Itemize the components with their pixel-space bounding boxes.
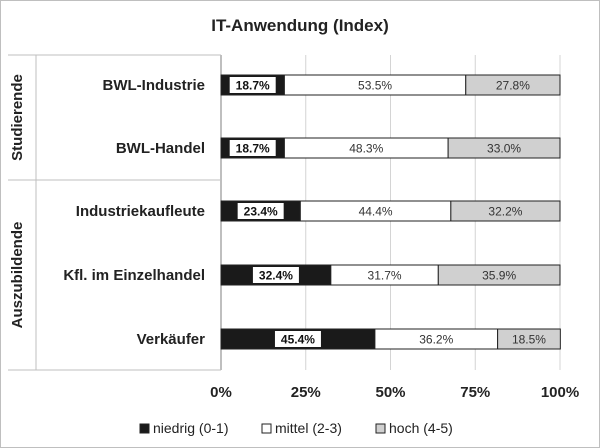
category-label: Industriekaufleute — [76, 203, 205, 220]
data-label: 33.0% — [487, 142, 521, 156]
data-label-box — [274, 331, 321, 347]
data-label: 32.2% — [488, 205, 522, 219]
data-label-box — [229, 140, 276, 156]
x-tick-label: 25% — [291, 384, 321, 401]
data-label: 31.7% — [368, 269, 402, 283]
data-label: 36.2% — [419, 333, 453, 347]
legend-swatch — [375, 423, 386, 434]
data-label: 48.3% — [349, 142, 383, 156]
x-axis: 0% 25% 50% 75% 100% — [210, 384, 579, 401]
bar-segment — [450, 200, 561, 222]
data-label-box — [229, 77, 276, 93]
category-label: Verkäufer — [137, 331, 206, 348]
data-label-box — [237, 203, 284, 219]
data-label: 44.4% — [359, 205, 393, 219]
legend-swatch — [261, 423, 272, 434]
data-label: 18.5% — [512, 333, 546, 347]
data-label: 53.5% — [358, 79, 392, 93]
chart-title: IT-Anwendung (Index) — [211, 16, 389, 35]
bar-segment — [497, 328, 561, 350]
legend: niedrig (0-1) mittel (2-3) hoch (4-5) — [139, 420, 453, 436]
data-label: 35.9% — [482, 269, 516, 283]
legend-label: niedrig (0-1) — [153, 420, 228, 436]
data-label: 18.7% — [236, 79, 270, 93]
category-label: BWL-Handel — [116, 140, 205, 157]
x-tick-label: 100% — [541, 384, 579, 401]
data-label: 45.4% — [281, 333, 315, 347]
group-labels: Studierende Auszubildende — [8, 54, 221, 371]
category-label: Kfl. im Einzelhandel — [63, 267, 205, 284]
group-label: Auszubildende — [9, 222, 26, 329]
data-label: 23.4% — [244, 205, 278, 219]
bar-segment — [447, 137, 561, 159]
data-label: 27.8% — [496, 79, 530, 93]
x-tick-label: 0% — [210, 384, 232, 401]
x-tick-label: 50% — [375, 384, 405, 401]
x-tick-label: 75% — [460, 384, 490, 401]
legend-swatch — [139, 423, 150, 434]
data-label: 32.4% — [259, 269, 293, 283]
legend-label: hoch (4-5) — [389, 420, 453, 436]
bar-segment — [465, 74, 561, 96]
data-label: 18.7% — [236, 142, 270, 156]
legend-label: mittel (2-3) — [275, 420, 342, 436]
bars: BWL-Industrie 18.7% 53.5% 27.8% BWL-Handel 18… — [63, 74, 561, 350]
category-label: BWL-Industrie — [103, 77, 206, 94]
bar-segment — [437, 264, 561, 286]
data-label-box — [252, 267, 299, 283]
group-label: Studierende — [9, 74, 26, 161]
